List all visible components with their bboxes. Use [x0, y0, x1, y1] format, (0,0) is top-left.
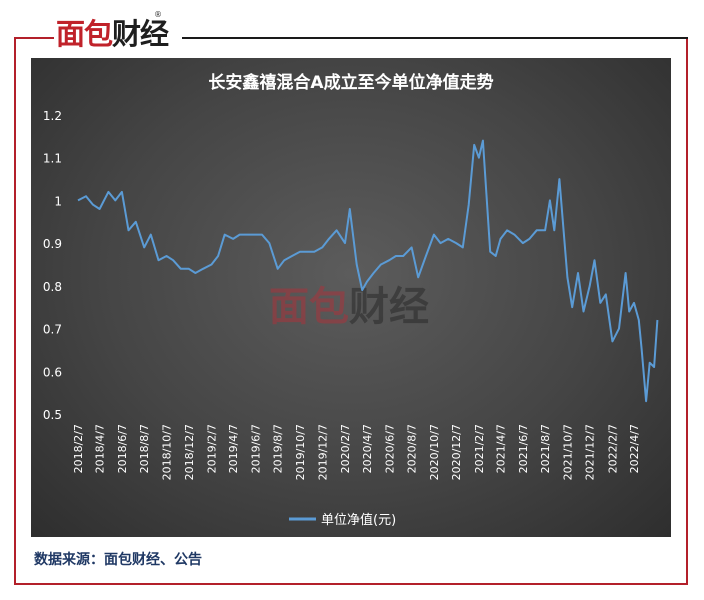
x-tick-label: 2021/10/7	[561, 424, 574, 480]
x-tick-label: 2019/12/7	[316, 424, 329, 480]
frame-top-line-right	[182, 37, 688, 39]
y-axis: 0.5 0.6 0.7 0.8 0.9 1 1.1 1.2	[43, 109, 62, 422]
x-tick-label: 2020/12/7	[450, 424, 463, 480]
x-tick-label: 2022/2/7	[606, 424, 619, 473]
x-tick-label: 2020/2/7	[339, 424, 352, 473]
x-tick-label: 2019/8/7	[272, 424, 285, 473]
x-tick-label: 2020/6/7	[383, 424, 396, 473]
x-tick-label: 2019/2/7	[206, 424, 219, 473]
frame-top-line-left	[14, 37, 54, 39]
x-tick-label: 2019/10/7	[294, 424, 307, 480]
x-tick-label: 2019/6/7	[249, 424, 262, 473]
y-tick-label: 1.1	[43, 152, 62, 166]
registered-mark: ®	[154, 10, 162, 19]
series-line-nav	[77, 139, 659, 403]
logo-text-part1: 面包	[56, 17, 113, 51]
x-tick-label: 2020/4/7	[361, 424, 374, 473]
x-tick-label: 2021/8/7	[539, 424, 552, 473]
legend-label: 单位净值(元)	[321, 512, 396, 528]
x-tick-label: 2018/2/7	[72, 424, 85, 473]
y-tick-label: 1	[54, 194, 62, 208]
source-note: 数据来源：面包财经、公告	[34, 552, 202, 568]
watermark-text-part1: 面包	[269, 284, 349, 330]
x-tick-label: 2018/8/7	[138, 424, 151, 473]
chart-title: 长安鑫禧混合A成立至今单位净值走势	[208, 72, 493, 93]
x-tick-label: 2020/8/7	[406, 424, 419, 473]
y-tick-label: 1.2	[43, 109, 62, 123]
logo-text-part2: 财经	[112, 17, 169, 51]
y-tick-label: 0.7	[43, 323, 62, 337]
y-tick-label: 0.8	[43, 280, 62, 294]
watermark: 面包 财经	[269, 284, 429, 330]
x-tick-label: 2020/10/7	[428, 424, 441, 480]
x-tick-label: 2018/12/7	[183, 424, 196, 480]
x-tick-label: 2021/6/7	[517, 424, 530, 473]
x-tick-label: 2018/6/7	[116, 424, 129, 473]
y-tick-label: 0.6	[43, 365, 62, 379]
y-tick-label: 0.5	[43, 408, 62, 422]
legend: 单位净值(元)	[289, 512, 396, 528]
watermark-text-part2: 财经	[349, 284, 429, 330]
chart-background	[31, 58, 671, 537]
x-tick-label: 2021/2/7	[473, 424, 486, 473]
y-tick-label: 0.9	[43, 237, 62, 251]
nav-line-chart: 长安鑫禧混合A成立至今单位净值走势 0.5 0.6 0.7 0.8 0.9 1 1.1 1.2…	[43, 72, 659, 528]
chart-frame	[14, 37, 688, 585]
x-tick-label: 2019/4/7	[227, 424, 240, 473]
x-axis: 2018/2/7 2018/4/7 2018/6/7 2018/8/7 2018/10/…	[72, 424, 641, 480]
x-tick-label: 2018/10/7	[161, 424, 174, 480]
x-tick-label: 2022/4/7	[628, 424, 641, 473]
brand-logo: 面包财经 ®	[56, 10, 169, 54]
x-tick-label: 2021/4/7	[494, 424, 507, 473]
x-tick-label: 2018/4/7	[94, 424, 107, 473]
x-tick-label: 2021/12/7	[584, 424, 597, 480]
